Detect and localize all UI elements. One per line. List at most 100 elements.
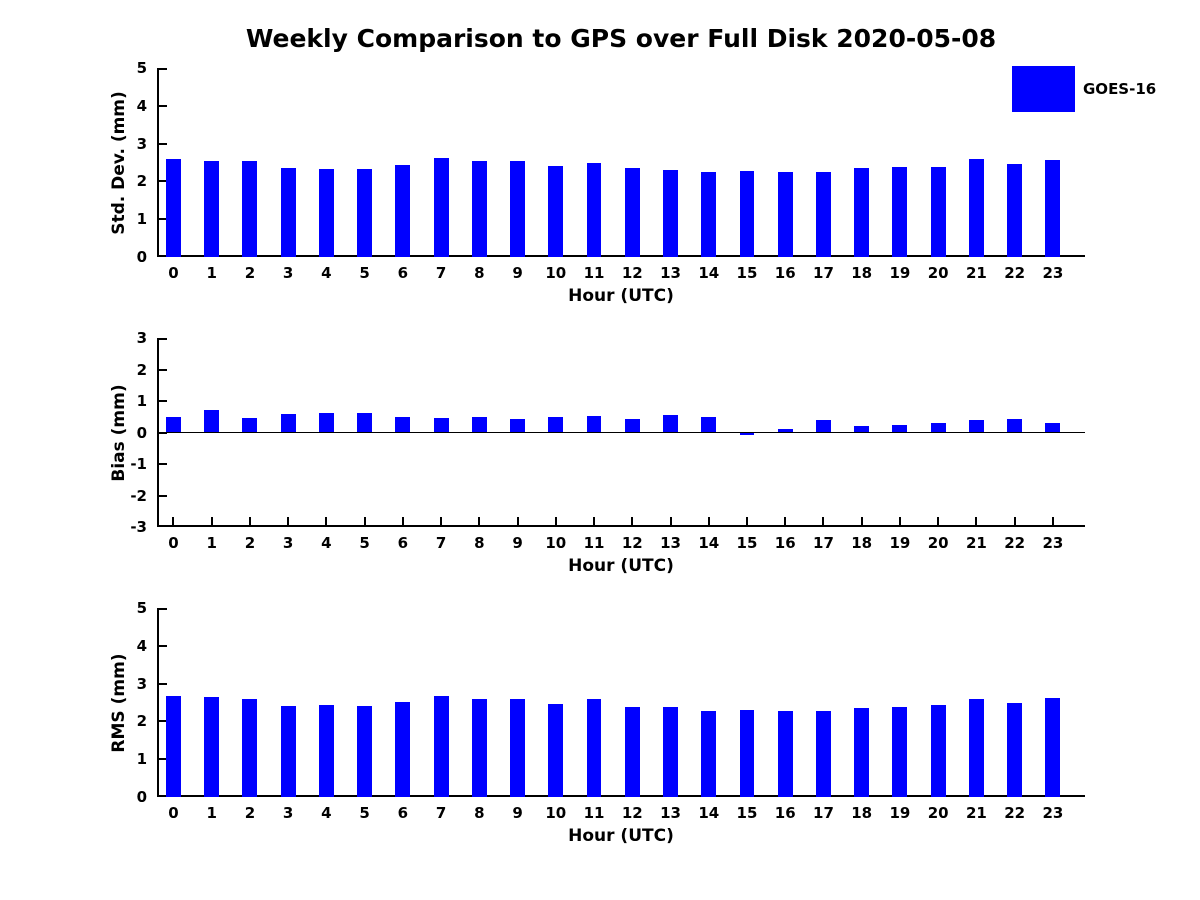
bar-hour-7 [433,695,449,797]
x-tick [325,517,328,525]
bar-hour-3 [280,413,296,433]
x-tick-label: 5 [359,264,370,282]
bar-hour-14 [701,417,717,433]
x-tick-label: 15 [736,264,758,282]
x-tick-label: 11 [583,264,605,282]
x-tick [593,517,596,525]
y-tick-label: 3 [136,134,147,153]
x-tick-label: 20 [927,264,949,282]
x-tick-label: 9 [512,534,523,552]
x-tick-label: 14 [698,264,720,282]
y-axis-label: RMS (mm) [109,652,129,753]
x-axis-spine [157,525,1085,527]
legend-swatch-goes16 [1012,66,1075,112]
bar-hour-14 [701,172,717,257]
bar-hour-0 [165,417,181,433]
bar-hour-13 [663,169,678,257]
bar-hour-2 [242,418,258,433]
y-tick [159,400,167,402]
y-tick-label: 5 [136,59,147,77]
bar-hour-21 [968,159,984,257]
bar-hour-16 [777,710,793,797]
x-tick-label: 23 [1042,534,1064,552]
x-tick-label: 17 [813,264,834,282]
y-tick [159,68,167,70]
x-tick-label: 10 [545,534,567,552]
x-tick-label: 3 [282,264,294,282]
y-tick [159,180,167,183]
x-tick-label: 1 [206,534,217,552]
x-tick-label: 4 [321,264,332,282]
x-tick-label: 6 [397,804,409,822]
x-tick-label: 15 [736,804,758,822]
x-axis-spine [157,795,1085,797]
y-tick [159,463,167,465]
bar-hour-23 [1045,423,1061,433]
x-tick-label: 16 [774,264,796,282]
bar-hour-23 [1045,159,1061,257]
x-tick-label: 20 [927,804,949,822]
bar-hour-1 [204,697,220,797]
x-tick [784,517,787,525]
bar-hour-21 [968,419,984,433]
bar-hour-20 [930,422,946,433]
x-tick-label: 2 [244,804,256,822]
x-tick-label: 19 [889,534,911,552]
y-tick [159,682,167,685]
x-tick [937,517,940,525]
bar-hour-10 [548,417,564,433]
x-tick [745,517,748,525]
bar-hour-15 [739,710,755,797]
x-tick-label: 4 [321,804,332,822]
x-tick-label: 8 [474,804,485,822]
x-tick-label: 21 [965,534,987,552]
bar-hour-17 [816,710,831,797]
bar-hour-7 [433,157,449,257]
bar-hour-4 [318,168,334,257]
x-tick [287,517,290,525]
bar-hour-14 [701,710,717,797]
x-tick [898,517,901,525]
y-axis-spine [157,608,159,797]
bar-hour-19 [892,167,908,257]
x-tick-label: 12 [621,264,643,282]
x-tick [975,517,978,525]
y-tick [159,795,167,797]
y-tick [159,368,167,371]
x-tick [440,517,443,525]
y-tick [159,142,167,145]
bar-hour-8 [471,699,487,797]
x-tick-label: 10 [545,264,567,282]
bar-hour-0 [165,696,181,797]
subplot-std-dev: 0 1 2 3 4 5 0 1 2 3 4 5 6 7 8 9 10 11 12 13 14 15 16 17 18 19 20 21… [109,60,1085,306]
x-tick-label: 6 [397,534,409,552]
x-tick-label: 13 [660,534,681,552]
chart-title: Weekly Comparison to GPS over Full Disk … [245,24,997,53]
y-tick-label: 1 [136,392,147,410]
y-tick-label: -2 [130,486,147,505]
y-axis-label: Bias (mm) [109,383,129,482]
x-tick-label: 18 [851,804,873,822]
x-tick-label: 16 [774,804,796,822]
y-tick-label: 4 [136,96,147,115]
x-tick-label: 6 [397,264,409,282]
bar-hour-6 [395,164,411,257]
bar-hour-18 [854,707,870,797]
bar-hour-8 [471,417,487,433]
bar-hour-11 [586,699,602,797]
x-tick-label: 14 [698,534,720,552]
bar-hour-10 [548,704,564,797]
x-tick-label: 8 [474,264,485,282]
bar-hour-20 [930,166,946,257]
bar-hour-2 [242,698,258,797]
y-tick-label: 2 [136,172,147,191]
x-tick [401,517,404,525]
x-tick-label: 14 [698,804,720,822]
x-tick-label: 18 [851,534,873,552]
bar-hour-22 [1007,418,1023,433]
bar-hour-19 [892,707,908,797]
x-tick-label: 15 [736,534,758,552]
x-tick [707,517,710,525]
x-tick [210,517,213,525]
